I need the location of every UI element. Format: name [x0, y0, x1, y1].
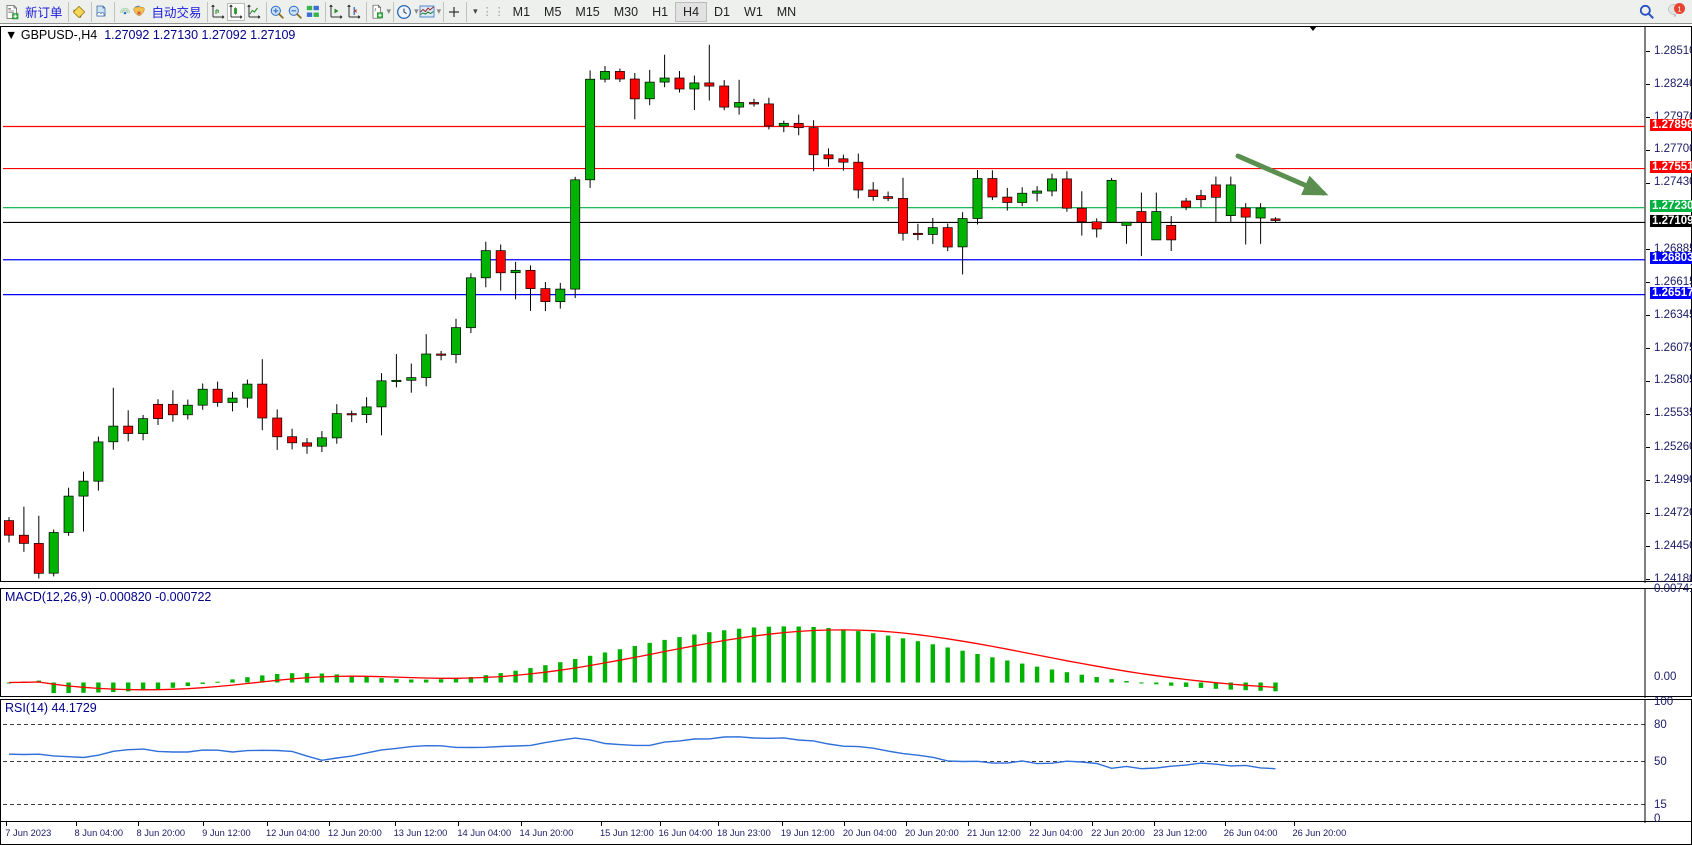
svg-text:1: 1	[1677, 4, 1681, 13]
